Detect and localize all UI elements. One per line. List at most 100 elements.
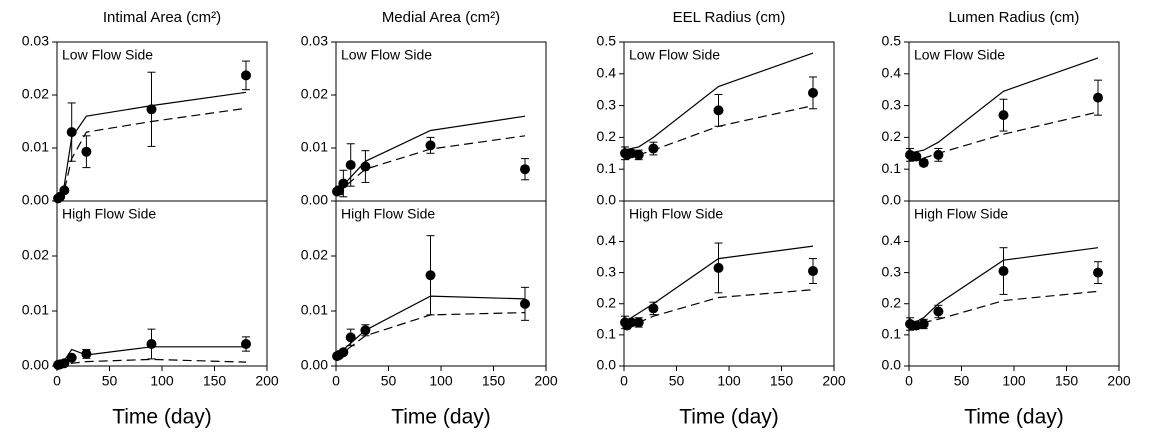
y-tick-label: 0.4 bbox=[597, 232, 617, 248]
data-point bbox=[918, 157, 929, 168]
data-point bbox=[360, 161, 371, 172]
y-tick-label: 0.1 bbox=[882, 326, 902, 342]
data-point bbox=[713, 262, 724, 273]
y-tick-label: 0.4 bbox=[882, 65, 902, 81]
panel-title: Lumen Radius (cm) bbox=[949, 9, 1080, 26]
data-point bbox=[425, 270, 436, 281]
dashed-line bbox=[908, 290, 1099, 327]
y-tick-label: 0.1 bbox=[882, 160, 902, 176]
panel-title: Medial Area (cm²) bbox=[382, 9, 500, 26]
dashed-line bbox=[335, 312, 526, 359]
y-tick-label: 0.5 bbox=[597, 33, 617, 49]
x-tick-label: 0 bbox=[53, 373, 61, 389]
y-tick-label: 0.01 bbox=[301, 302, 328, 318]
data-point bbox=[520, 298, 530, 309]
x-tick-label: 100 bbox=[150, 373, 174, 389]
y-tick-label: 0.1 bbox=[597, 160, 617, 176]
x-tick-label: 150 bbox=[1055, 373, 1079, 389]
dashed-line bbox=[623, 289, 814, 327]
solid-line bbox=[623, 52, 814, 151]
y-tick-label: 0.2 bbox=[597, 294, 617, 310]
data-point bbox=[425, 140, 436, 151]
annotation: High Flow Side bbox=[62, 206, 156, 222]
panel-title: Intimal Area (cm²) bbox=[103, 9, 221, 26]
y-tick-label: 0.3 bbox=[597, 263, 617, 279]
x-tick-label: 0 bbox=[620, 373, 628, 389]
solid-line bbox=[56, 91, 247, 202]
data-point bbox=[648, 143, 659, 154]
data-point bbox=[933, 149, 944, 160]
data-point bbox=[520, 164, 530, 175]
data-point bbox=[1093, 267, 1103, 278]
y-tick-label: 0.0 bbox=[597, 357, 617, 373]
data-point bbox=[713, 105, 724, 116]
y-tick-label: 0.00 bbox=[301, 192, 328, 208]
data-point bbox=[81, 146, 92, 157]
x-axis-label: Time (day) bbox=[112, 406, 212, 429]
x-tick-label: 100 bbox=[717, 373, 741, 389]
y-tick-label: 0.00 bbox=[301, 357, 328, 373]
y-tick-label: 0.02 bbox=[22, 247, 49, 263]
data-point bbox=[808, 87, 818, 98]
data-point bbox=[241, 339, 251, 349]
solid-line bbox=[56, 346, 246, 367]
plot-frame bbox=[908, 200, 1120, 367]
y-tick-label: 0.4 bbox=[882, 232, 902, 248]
data-point bbox=[338, 178, 349, 189]
y-tick-label: 0.01 bbox=[22, 302, 49, 318]
x-tick-label: 200 bbox=[534, 373, 558, 389]
y-tick-label: 0.0 bbox=[882, 357, 902, 373]
x-tick-label: 100 bbox=[429, 373, 453, 389]
data-point bbox=[345, 332, 356, 343]
y-tick-label: 0.01 bbox=[301, 139, 328, 155]
data-point bbox=[808, 266, 818, 277]
data-point bbox=[998, 266, 1009, 277]
data-point bbox=[998, 110, 1009, 121]
data-point bbox=[59, 358, 70, 369]
data-point bbox=[648, 303, 659, 314]
x-axis-label: Time (day) bbox=[391, 406, 491, 429]
x-tick-label: 200 bbox=[255, 373, 279, 389]
solid-line bbox=[335, 295, 526, 359]
y-tick-label: 0.00 bbox=[22, 192, 49, 208]
annotation: Low Flow Side bbox=[62, 47, 153, 63]
x-tick-label: 200 bbox=[1107, 373, 1131, 389]
y-tick-label: 0.01 bbox=[22, 139, 49, 155]
y-tick-label: 0.3 bbox=[882, 263, 902, 279]
plot-frame bbox=[335, 200, 547, 367]
solid-line bbox=[908, 247, 1099, 327]
x-tick-label: 0 bbox=[905, 373, 913, 389]
plot-frame bbox=[623, 41, 835, 202]
plot-frame bbox=[56, 200, 268, 367]
x-tick-label: 50 bbox=[954, 373, 970, 389]
data-point bbox=[345, 159, 356, 170]
annotation: Low Flow Side bbox=[914, 47, 1005, 63]
annotation: High Flow Side bbox=[914, 206, 1008, 222]
data-point bbox=[241, 70, 251, 81]
y-tick-label: 0.5 bbox=[882, 33, 902, 49]
y-tick-label: 0.0 bbox=[882, 192, 902, 208]
x-tick-label: 100 bbox=[1002, 373, 1026, 389]
y-tick-label: 0.02 bbox=[22, 86, 49, 102]
x-tick-label: 50 bbox=[669, 373, 685, 389]
data-point bbox=[933, 306, 944, 317]
y-tick-label: 0.2 bbox=[882, 128, 902, 144]
plot-frame bbox=[56, 41, 268, 202]
solid-line bbox=[623, 245, 814, 326]
y-tick-label: 0.4 bbox=[597, 65, 617, 81]
x-tick-label: 150 bbox=[203, 373, 227, 389]
dashed-line bbox=[56, 107, 247, 202]
y-tick-label: 0.0 bbox=[597, 192, 617, 208]
dashed-line bbox=[56, 358, 247, 367]
x-tick-label: 200 bbox=[822, 373, 846, 389]
y-tick-label: 0.2 bbox=[597, 128, 617, 144]
annotation: High Flow Side bbox=[629, 206, 723, 222]
x-tick-label: 0 bbox=[332, 373, 340, 389]
data-point bbox=[918, 318, 929, 329]
y-tick-label: 0.02 bbox=[301, 247, 328, 263]
plot-frame bbox=[908, 41, 1120, 202]
y-tick-label: 0.3 bbox=[882, 96, 902, 112]
y-tick-label: 0.3 bbox=[597, 96, 617, 112]
data-point bbox=[59, 185, 70, 196]
